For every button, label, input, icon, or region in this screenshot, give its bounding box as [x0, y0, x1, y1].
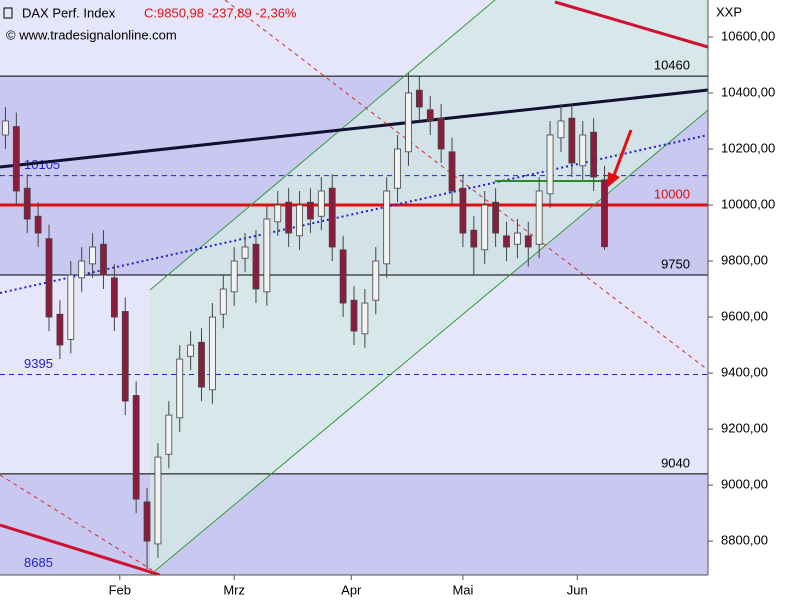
- candle-body: [415, 89, 423, 108]
- y-tick-label: 9400,00: [721, 365, 768, 380]
- candle-body: [252, 243, 260, 290]
- trend-red-top: [554, 0, 709, 49]
- candle-body: [2, 120, 9, 136]
- candle-body: [121, 311, 129, 402]
- candle-body: [557, 120, 565, 139]
- trend-red-bottom: [0, 523, 161, 577]
- candle-body: [198, 341, 205, 388]
- y-tick-label: 10600,00: [721, 28, 775, 43]
- candle-body: [372, 260, 380, 301]
- candle-body: [383, 190, 391, 265]
- channel-upper: [149, 0, 496, 291]
- y-tick-label: 9600,00: [721, 308, 768, 323]
- candle-body: [187, 344, 195, 357]
- candle-body: [339, 249, 347, 304]
- candle-body: [89, 246, 96, 265]
- candle-body: [165, 414, 173, 455]
- candle-body: [274, 204, 282, 223]
- candle-body: [426, 109, 434, 122]
- candle-body: [492, 201, 500, 234]
- candle-body: [568, 117, 576, 164]
- candle-body: [524, 235, 532, 248]
- candle-body: [361, 302, 369, 335]
- candle-body: [230, 260, 238, 293]
- source: © www.tradesignalonline.com: [6, 27, 177, 42]
- candle-body: [241, 246, 249, 259]
- x-tick-label: Mrz: [223, 582, 245, 597]
- axis-title: XXP: [716, 4, 742, 19]
- candle-body: [208, 316, 216, 391]
- trend-red-dashed: [224, 0, 709, 371]
- candle-body: [143, 501, 151, 542]
- level-label: 9750: [661, 256, 690, 271]
- arrow-head: [607, 172, 620, 188]
- y-tick-label: 8800,00: [721, 533, 768, 548]
- candle-body: [176, 358, 184, 419]
- candle-body: [394, 148, 401, 189]
- x-tick-label: Jun: [567, 582, 588, 597]
- candle-body: [34, 215, 42, 234]
- y-tick-label: 9200,00: [721, 421, 768, 436]
- channel-lower: [149, 109, 709, 576]
- trend-dotted: [0, 134, 709, 294]
- candle-body: [601, 179, 608, 248]
- candle-body: [437, 117, 445, 150]
- level-label: 10460: [654, 58, 690, 73]
- candle-body: [12, 126, 20, 192]
- y-tick-label: 10400,00: [721, 84, 775, 99]
- quote: C:9850,98 -237,89 -2,36%: [144, 5, 297, 20]
- candle-body: [56, 313, 64, 346]
- level-label: 9395: [24, 356, 53, 371]
- candle-body: [23, 187, 31, 220]
- chart-title: DAX Perf. Index: [22, 5, 116, 20]
- axis-background: [708, 0, 800, 600]
- band-lower: [0, 473, 708, 575]
- candle-body: [546, 134, 554, 195]
- candle-body: [100, 243, 107, 276]
- level-label: 8685: [24, 555, 53, 570]
- arrow-shaft: [611, 129, 633, 179]
- x-tick-label: Mai: [452, 582, 473, 597]
- candle-body: [448, 151, 456, 192]
- candle-body: [328, 187, 336, 248]
- candle-body: [78, 260, 86, 279]
- level-label: 9040: [661, 455, 690, 470]
- x-tick-label: Feb: [109, 582, 131, 597]
- chart-icon: [3, 7, 13, 19]
- candle-body: [350, 299, 358, 332]
- candle-body: [459, 187, 467, 234]
- y-tick-label: 10200,00: [721, 140, 775, 155]
- candle-body: [67, 274, 75, 340]
- candle-body: [513, 232, 521, 245]
- candle-body: [307, 201, 314, 220]
- candle-body: [535, 190, 543, 245]
- axis-background-bottom: [0, 575, 708, 600]
- candle-body: [285, 201, 293, 234]
- candle-body: [503, 235, 510, 248]
- candle-body: [45, 238, 53, 318]
- candle-body: [405, 92, 412, 153]
- x-tick-label: Apr: [341, 582, 362, 597]
- candle-body: [154, 456, 162, 545]
- candle-body: [132, 395, 140, 500]
- candle-body: [110, 277, 118, 318]
- candle-body: [590, 131, 598, 178]
- y-tick-label: 9000,00: [721, 477, 768, 492]
- candle-body: [296, 204, 303, 237]
- candles: [2, 73, 608, 570]
- candle-body: [470, 229, 478, 248]
- level-label: 10000: [654, 186, 690, 201]
- candle-body: [317, 190, 325, 217]
- candle-body: [219, 288, 227, 315]
- candle-body: [579, 134, 587, 167]
- candle-body: [263, 218, 271, 293]
- y-tick-label: 9800,00: [721, 252, 768, 267]
- trend-black: [0, 88, 709, 169]
- y-tick-label: 10000,00: [721, 196, 775, 211]
- candle-body: [481, 204, 489, 251]
